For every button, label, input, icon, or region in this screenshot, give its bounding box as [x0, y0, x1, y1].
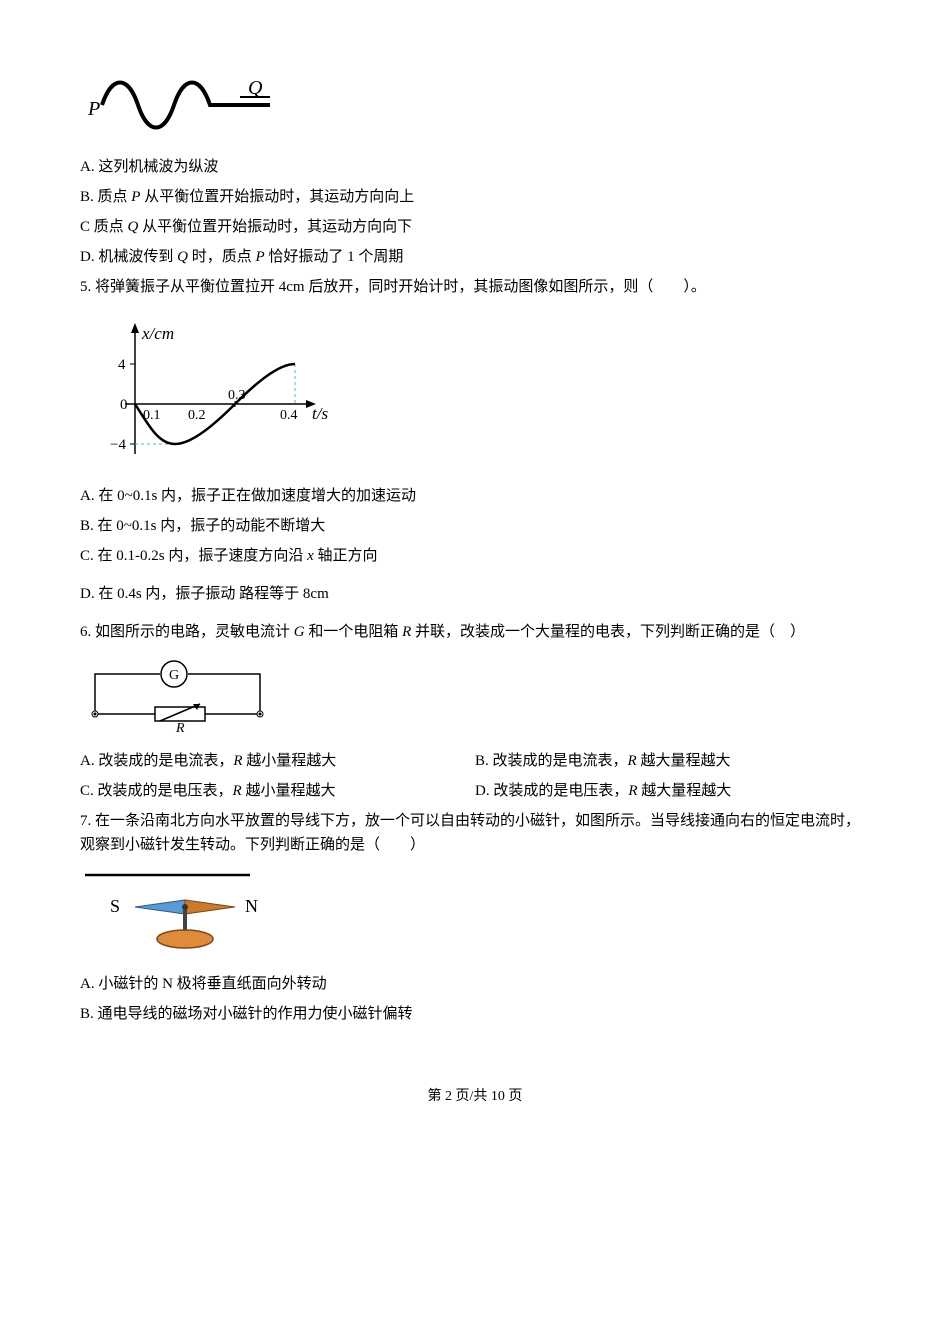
q6b-suf: 越大量程越大: [637, 753, 731, 769]
wave-pq-svg: P Q: [80, 70, 280, 140]
q6-g: G: [294, 624, 305, 640]
needle-north: [185, 900, 235, 914]
q6-option-d: D. 改装成的是电压表，R 越大量程越大: [475, 779, 870, 803]
galvanometer-label: G: [169, 668, 179, 683]
q6b-r: R: [628, 753, 637, 769]
q4-option-c: C 质点 Q 从平衡位置开始振动时，其运动方向向下: [80, 215, 870, 239]
q6d-pre: D. 改装成的是电压表，: [475, 783, 628, 799]
q5c-x: x: [307, 548, 314, 564]
wave-pq-figure: P Q: [80, 70, 870, 140]
wave-path: [102, 83, 270, 128]
q4b-pre: B. 质点: [80, 189, 131, 205]
q5c-suf: 轴正方向: [314, 548, 378, 564]
q6-options-row1: A. 改装成的是电流表，R 越小量程越大 B. 改装成的是电流表，R 越大量程越…: [80, 749, 870, 773]
q6d-suf: 越大量程越大: [638, 783, 732, 799]
label-q: Q: [248, 77, 263, 99]
label-p: P: [87, 98, 100, 120]
q6-options-row2: C. 改装成的是电压表，R 越小量程越大 D. 改装成的是电压表，R 越大量程越…: [80, 779, 870, 803]
q5-stem: 5. 将弹簧振子从平衡位置拉开 4cm 后放开，同时开始计时，其振动图像如图所示…: [80, 275, 870, 299]
q4-option-b: B. 质点 P 从平衡位置开始振动时，其运动方向向上: [80, 185, 870, 209]
q6-pre: 6. 如图所示的电路，灵敏电流计: [80, 624, 294, 640]
q6-suf: 并联，改装成一个大量程的电表，下列判断正确的是（ ）: [411, 624, 805, 640]
q4d-suf: 恰好振动了 1 个周期: [265, 249, 404, 265]
q6-option-b: B. 改装成的是电流表，R 越大量程越大: [475, 749, 870, 773]
q5c-pre: C. 在 0.1-0.2s 内，振子速度方向沿: [80, 548, 307, 564]
resistor-label: R: [175, 721, 185, 734]
q4d-p: P: [255, 249, 264, 265]
q6c-suf: 越小量程越大: [242, 783, 336, 799]
node-right: [259, 713, 262, 716]
q4c-q: Q: [128, 219, 139, 235]
page-footer: 第 2 页/共 10 页: [80, 1086, 870, 1108]
resistor-box: [155, 707, 205, 721]
q5-option-d: D. 在 0.4s 内，振子振动 路程等于 8cm: [80, 582, 870, 606]
ytick-label-neg4: −4: [110, 437, 126, 453]
pivot-dot: [182, 904, 188, 910]
xtick-0.1: 0.1: [143, 408, 161, 423]
q6a-pre: A. 改装成的是电流表，: [80, 753, 233, 769]
ytick-label-4: 4: [118, 357, 126, 373]
q4b-suf: 从平衡位置开始振动时，其运动方向向上: [140, 189, 414, 205]
q6-option-c: C. 改装成的是电压表，R 越小量程越大: [80, 779, 475, 803]
q4d-mid: 时，质点: [188, 249, 256, 265]
needle-south: [135, 900, 185, 914]
q6a-suf: 越小量程越大: [243, 753, 337, 769]
base-ellipse: [157, 930, 213, 948]
q6-option-a: A. 改装成的是电流表，R 越小量程越大: [80, 749, 475, 773]
q7-option-a: A. 小磁针的 N 极将垂直纸面向外转动: [80, 972, 870, 996]
q6-r: R: [402, 624, 411, 640]
xlabel: t/s: [312, 404, 328, 423]
circuit-figure: G R: [80, 654, 870, 734]
oscillation-graph-svg: x/cm t/s 4 0 −4 0.1 0.2 0.3 0.4: [80, 309, 340, 469]
q6c-pre: C. 改装成的是电压表，: [80, 783, 233, 799]
circuit-svg: G R: [80, 654, 280, 734]
wire-top-left: [95, 674, 160, 714]
q4d-pre: D. 机械波传到: [80, 249, 177, 265]
node-left: [94, 713, 97, 716]
q6c-r: R: [233, 783, 242, 799]
oscillation-graph-figure: x/cm t/s 4 0 −4 0.1 0.2 0.3 0.4: [80, 309, 870, 469]
q7-stem: 7. 在一条沿南北方向水平放置的导线下方，放一个可以自由转动的小磁针，如图所示。…: [80, 809, 870, 857]
q6d-r: R: [628, 783, 637, 799]
q6b-pre: B. 改装成的是电流表，: [475, 753, 628, 769]
q5-option-c: C. 在 0.1-0.2s 内，振子速度方向沿 x 轴正方向: [80, 544, 870, 568]
q6-stem: 6. 如图所示的电路，灵敏电流计 G 和一个电阻箱 R 并联，改装成一个大量程的…: [80, 620, 870, 644]
q6a-r: R: [233, 753, 242, 769]
label-s: S: [110, 896, 120, 916]
q4-option-d: D. 机械波传到 Q 时，质点 P 恰好振动了 1 个周期: [80, 245, 870, 269]
q4c-pre: C 质点: [80, 219, 128, 235]
q4d-q: Q: [177, 249, 188, 265]
ytick-label-0: 0: [120, 397, 128, 413]
q5-option-b: B. 在 0~0.1s 内，振子的动能不断增大: [80, 514, 870, 538]
compass-svg: S N: [80, 867, 290, 957]
ylabel: x/cm: [141, 324, 174, 343]
q4-option-a: A. 这列机械波为纵波: [80, 155, 870, 179]
q5-option-a: A. 在 0~0.1s 内，振子正在做加速度增大的加速运动: [80, 484, 870, 508]
xtick-0.3: 0.3: [228, 388, 246, 403]
compass-figure: S N: [80, 867, 870, 957]
q7-option-b: B. 通电导线的磁场对小磁针的作用力使小磁针偏转: [80, 1002, 870, 1026]
y-arrow: [131, 323, 139, 333]
xtick-0.2: 0.2: [188, 408, 206, 423]
q6-mid: 和一个电阻箱: [305, 624, 403, 640]
label-n: N: [245, 896, 258, 916]
xtick-0.4: 0.4: [280, 408, 298, 423]
q4c-suf: 从平衡位置开始振动时，其运动方向向下: [138, 219, 412, 235]
